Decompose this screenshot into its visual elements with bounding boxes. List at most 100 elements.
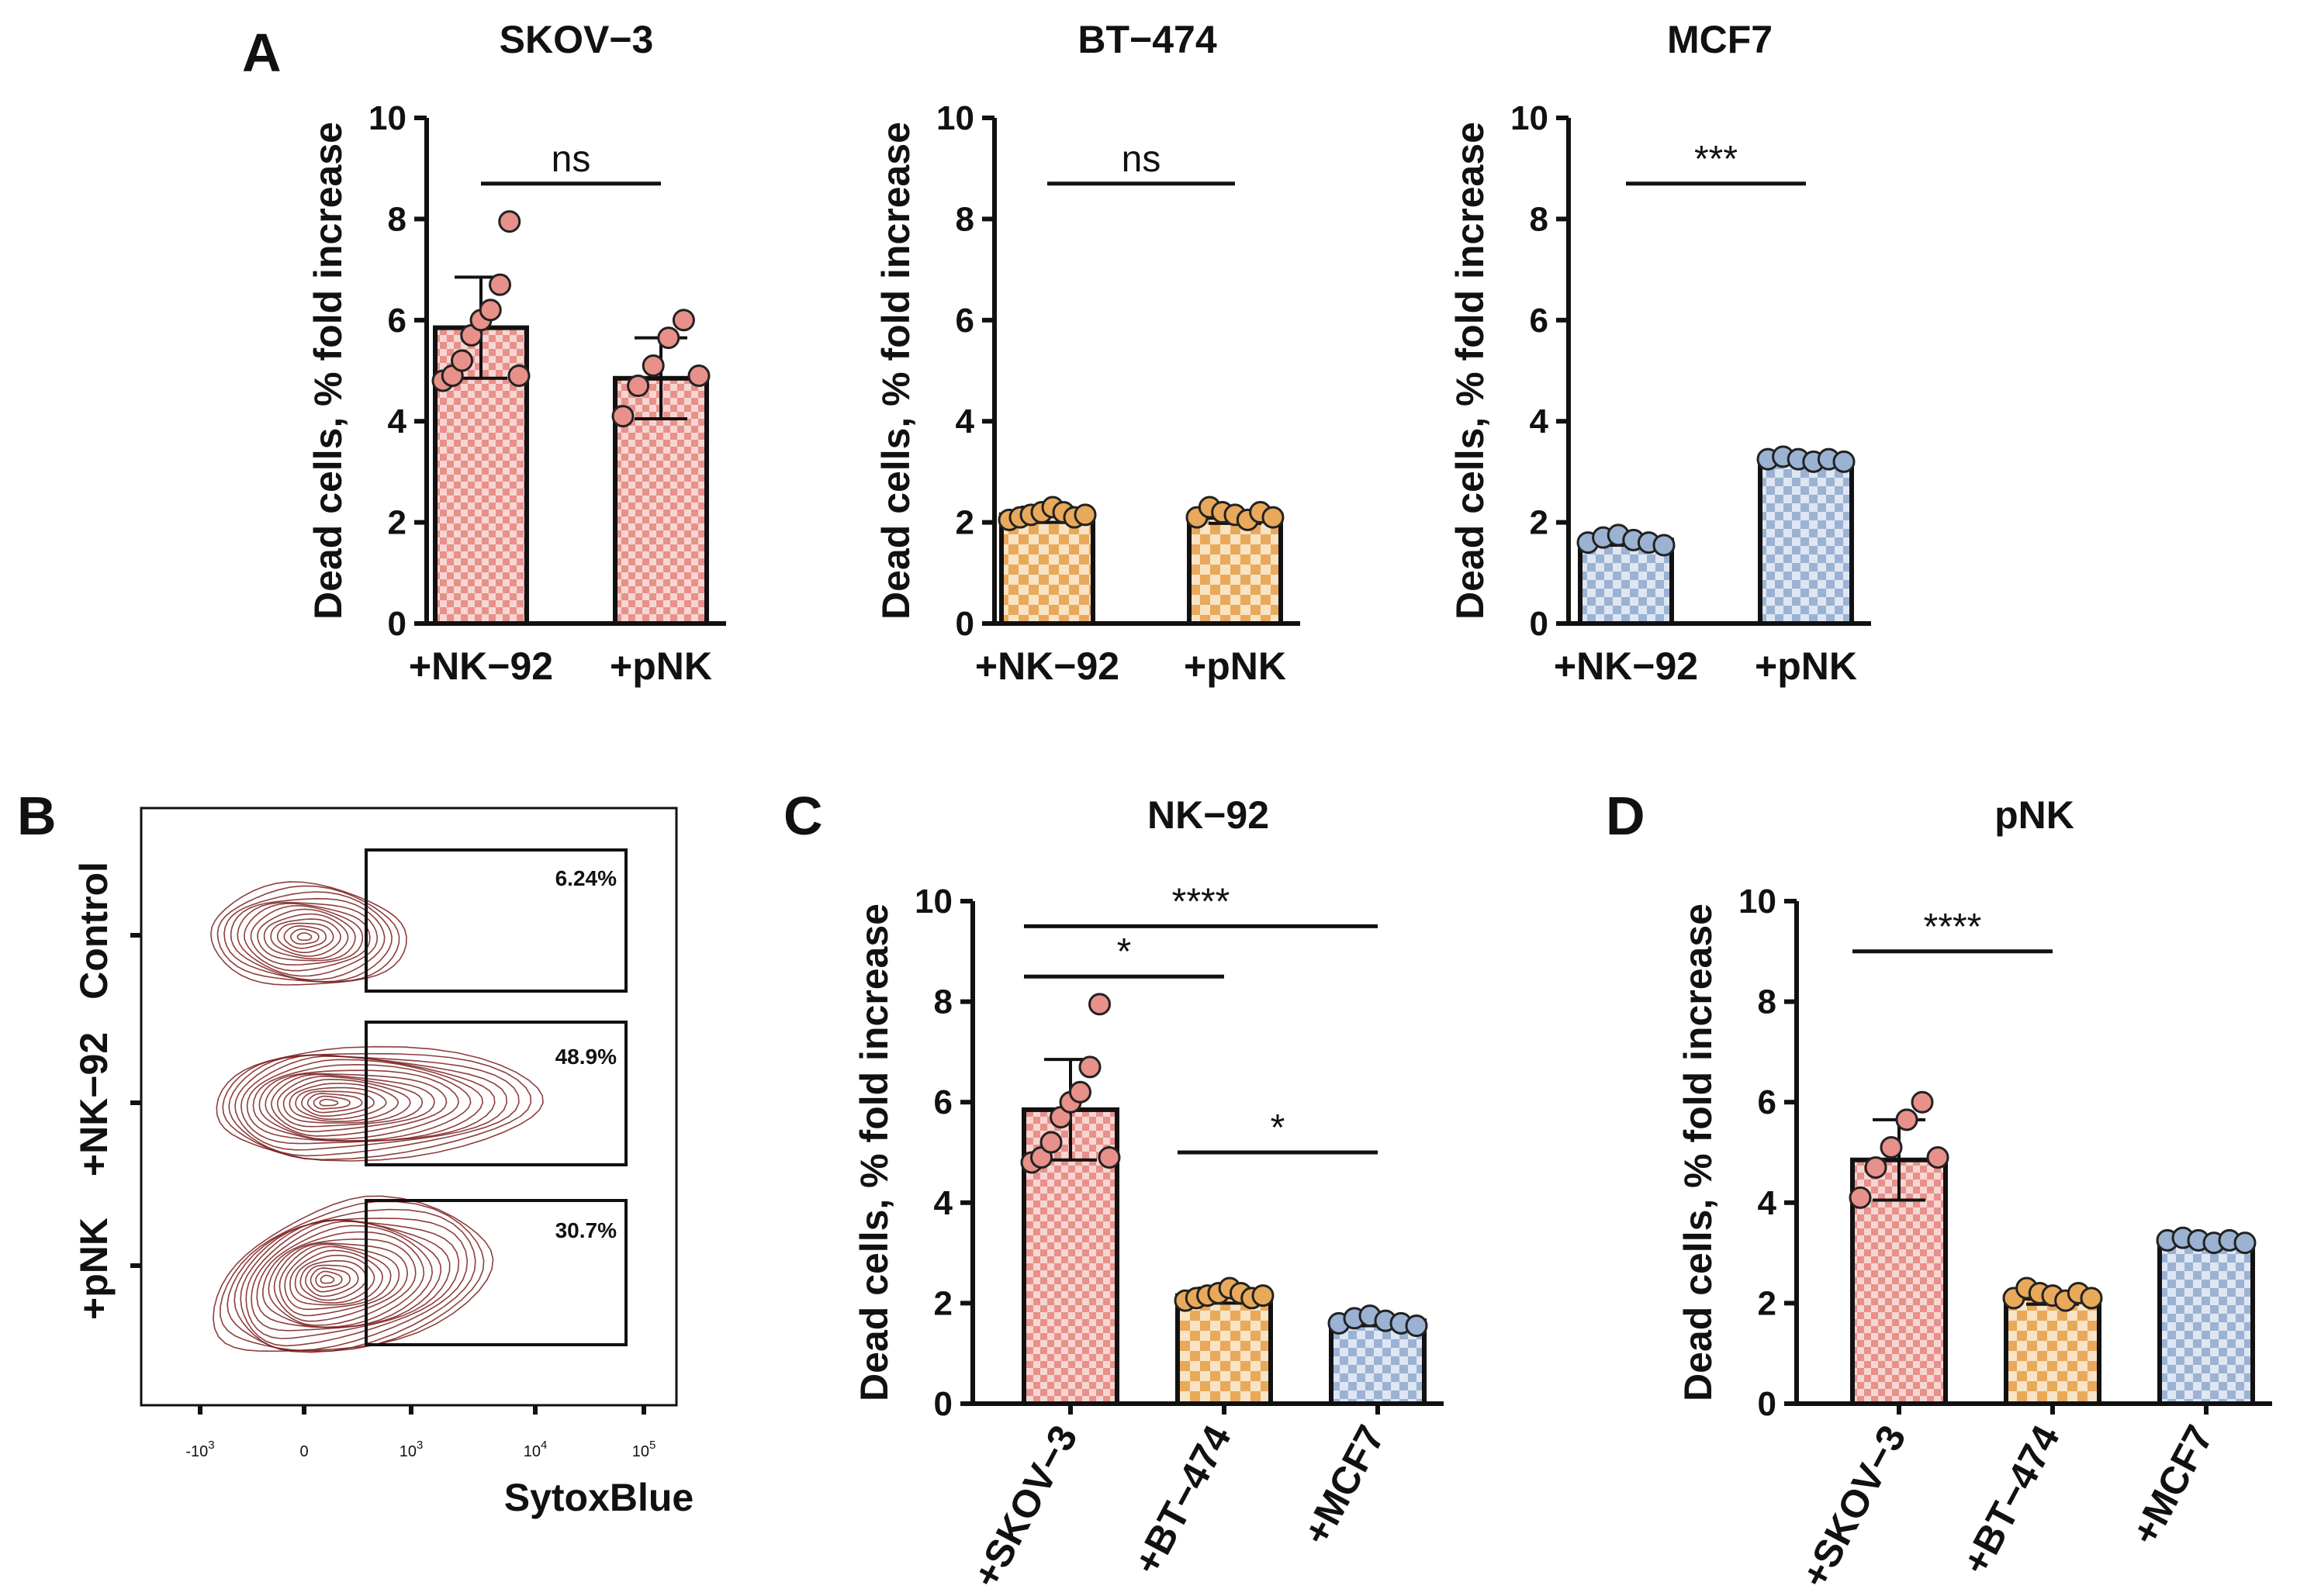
data-point	[489, 273, 511, 296]
contour-line	[220, 1200, 485, 1352]
gate-box-pnk	[365, 1199, 628, 1346]
bar	[1578, 537, 1674, 626]
y-tick-label: 8	[388, 200, 406, 238]
contour-line	[310, 1267, 351, 1293]
y-tick-label: 2	[388, 504, 406, 542]
y-tick-label: 10	[936, 99, 974, 137]
flow-row-label-pnk: +pNK	[72, 1218, 116, 1320]
y-tick-label: 10	[915, 883, 953, 921]
flow-x-tick-label: 0	[299, 1443, 308, 1460]
contour-line	[250, 904, 364, 966]
y-tick-label: 0	[388, 605, 406, 643]
data-point	[1078, 1055, 1102, 1079]
panel-letter-b: B	[17, 786, 57, 846]
contour-line	[230, 897, 386, 981]
y-tick-label: 4	[388, 402, 407, 440]
chart-title: SKOV−3	[500, 18, 654, 61]
chart-a2: BT−474 Dead cells, % fold increase 0 2 4 6 8 10…	[874, 18, 1300, 688]
y-tick-label: 10	[368, 99, 406, 137]
gate-box-control	[365, 848, 628, 993]
data-point	[687, 364, 711, 388]
data-point	[1849, 1186, 1872, 1209]
y-tick-label: 2	[956, 504, 974, 542]
contour-line	[278, 1243, 400, 1317]
contour-line	[294, 1254, 375, 1304]
significance-label: ns	[552, 139, 591, 180]
contour-plot-control	[210, 881, 407, 986]
contour-line	[289, 1083, 400, 1122]
y-tick-label: 0	[956, 605, 974, 643]
contour-line	[313, 1095, 351, 1110]
x-category-label: +BT−474	[1953, 1418, 2067, 1582]
x-category-label: +MCF7	[2123, 1418, 2222, 1552]
data-point	[479, 299, 502, 322]
contour-line	[252, 1063, 472, 1142]
contour-line	[296, 932, 313, 941]
data-point	[1832, 450, 1856, 473]
x-category-label: +MCF7	[1295, 1418, 1393, 1552]
significance-label: ****	[1172, 881, 1230, 922]
data-point	[1895, 1108, 1918, 1131]
panel-letter-d: D	[1606, 786, 1645, 846]
chart-a3: MCF7 Dead cells, % fold increase 0 2 4 6 8 10 +N…	[1448, 18, 1871, 688]
flow-cytometry-panel: Control 6.24% +NK−92 48.9% +pNK 30.7% -1…	[72, 807, 694, 1519]
data-point	[1069, 1080, 1091, 1104]
contour-plot-nk92	[216, 1045, 544, 1162]
contour-line	[319, 1098, 339, 1107]
data-point	[1039, 1131, 1063, 1154]
y-axis-title: Dead cells, % fold increase	[1448, 122, 1492, 620]
contour-line	[262, 1231, 425, 1328]
bar	[1175, 1293, 1273, 1407]
contour-line	[216, 885, 400, 983]
contour-line	[216, 1045, 544, 1162]
contour-line	[234, 1054, 508, 1151]
data-point	[1864, 1156, 1887, 1179]
x-category-label: +pNK	[610, 644, 712, 688]
contour-line	[305, 1264, 359, 1297]
y-tick-label: 4	[1530, 402, 1549, 440]
y-tick-label: 4	[1758, 1184, 1777, 1222]
data-point	[611, 405, 635, 428]
data-point	[1926, 1145, 1949, 1169]
contour-line	[223, 891, 393, 983]
flow-x-tick-label: 105	[632, 1439, 656, 1460]
bar	[2004, 1295, 2101, 1407]
significance-label: *	[1117, 931, 1132, 972]
contour-line	[240, 1055, 496, 1145]
data-point	[1880, 1136, 1903, 1159]
chart-title: BT−474	[1077, 18, 1216, 61]
data-point	[1074, 503, 1097, 527]
contour-line	[265, 1073, 448, 1137]
data-point	[498, 210, 521, 233]
y-tick-label: 0	[934, 1385, 953, 1423]
x-category-label: +NK−92	[409, 644, 553, 688]
x-category-label: +SKOV−3	[964, 1418, 1085, 1595]
flow-x-tick-label: 104	[524, 1439, 548, 1460]
chart-title: MCF7	[1667, 18, 1773, 61]
contour-line	[315, 1270, 343, 1288]
y-tick-label: 8	[1530, 200, 1548, 238]
gate-box-nk92	[365, 1021, 628, 1166]
significance-label: ***	[1694, 139, 1738, 180]
data-point	[1405, 1314, 1428, 1338]
x-category-label: +pNK	[1184, 644, 1286, 688]
panel-letter-a: A	[242, 22, 282, 83]
data-point	[1088, 993, 1111, 1016]
contour-line	[276, 1075, 424, 1128]
data-point	[672, 309, 695, 332]
flow-row-label-nk92: +NK−92	[72, 1032, 116, 1176]
contour-line	[290, 928, 320, 945]
contour-line	[295, 1086, 387, 1120]
y-tick-label: 2	[1758, 1284, 1776, 1322]
chart-d: pNK Dead cells, % fold increase 0 2 4 6 8 10 +SK…	[1676, 793, 2272, 1594]
contour-line	[258, 1069, 459, 1140]
y-tick-label: 6	[1530, 302, 1548, 340]
significance-label: ****	[1924, 907, 1982, 948]
data-point	[1098, 1145, 1121, 1169]
bar	[1758, 457, 1854, 626]
x-category-label: +NK−92	[975, 644, 1119, 688]
contour-line	[273, 1242, 409, 1322]
y-tick-label: 4	[934, 1184, 953, 1222]
x-category-label: +BT−474	[1125, 1418, 1239, 1582]
